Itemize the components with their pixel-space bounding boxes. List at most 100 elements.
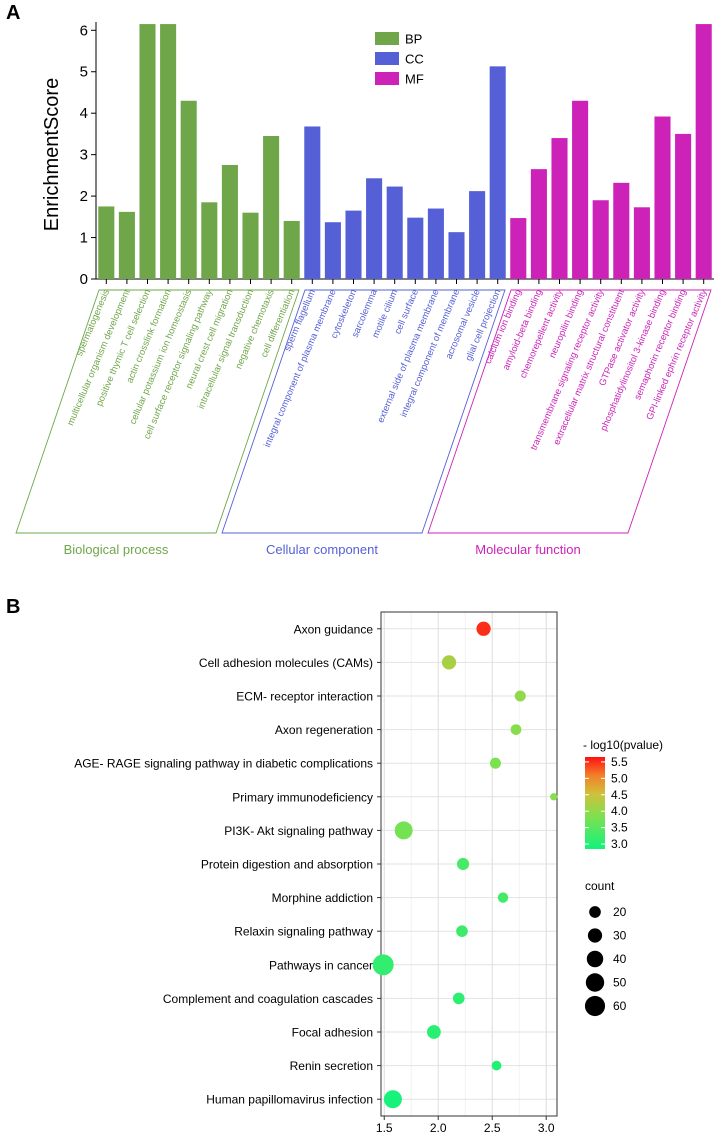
bubble — [491, 1060, 502, 1071]
y-tick-label: PI3K- Akt signaling pathway — [224, 824, 373, 838]
colorbar — [585, 757, 605, 849]
bar — [407, 217, 424, 279]
bar — [98, 206, 115, 279]
colorbar-tick-label: 3.0 — [611, 837, 628, 851]
group-bracket — [15, 289, 300, 534]
legend-label: BP — [405, 32, 422, 47]
y-tick-label: Renin secretion — [290, 1059, 373, 1073]
bar — [654, 116, 671, 279]
bubble — [497, 892, 509, 903]
y-tick-label: Complement and coagulation cascades — [163, 992, 373, 1006]
bar — [263, 135, 280, 279]
legend-label: MF — [405, 72, 424, 87]
size-legend-label: 30 — [613, 929, 627, 943]
y-tick-label: Morphine addiction — [272, 891, 373, 905]
y-tick-label: ECM- receptor interaction — [236, 690, 373, 704]
y-axis-title: EnrichmentScore — [41, 78, 63, 231]
bar — [427, 208, 444, 279]
y-tick-label: Focal adhesion — [292, 1026, 373, 1040]
bar — [242, 212, 259, 279]
group-label: Cellular component — [266, 542, 378, 557]
bar — [324, 222, 341, 279]
bar — [118, 211, 135, 279]
panel-a-label: A — [6, 2, 20, 24]
bar — [180, 100, 197, 280]
bar — [139, 24, 156, 279]
y-tick-label: Cell adhesion molecules (CAMs) — [199, 656, 373, 670]
bubble — [441, 655, 457, 670]
size-legend-label: 40 — [613, 952, 627, 966]
bar — [221, 165, 238, 279]
bar — [633, 207, 650, 279]
bar — [572, 100, 589, 280]
color-legend-title: - log10(pvalue) — [583, 738, 663, 752]
y-tick-label: Relaxin signaling pathway — [234, 925, 373, 939]
bar — [551, 138, 568, 279]
size-legend-dot — [587, 928, 603, 943]
bar — [160, 24, 177, 279]
colorbar-tick-label: 5.0 — [611, 771, 628, 785]
bar-chart: 0123456EnrichmentScorespermatogenesismul… — [15, 22, 714, 557]
size-legend-dot — [585, 973, 605, 992]
size-legend-dot — [589, 906, 601, 918]
y-tick-label: 0 — [80, 271, 88, 288]
bubble — [394, 821, 413, 840]
bar — [283, 220, 300, 279]
y-tick-label: Primary immunodeficiency — [232, 790, 373, 804]
legend-label: CC — [405, 52, 424, 67]
bar — [345, 210, 362, 279]
bubble — [427, 1025, 441, 1039]
panel-b-label: B — [6, 596, 20, 618]
size-legend-dot — [586, 950, 604, 968]
size-legend-label: 50 — [613, 976, 627, 990]
y-tick-label: 2 — [80, 188, 88, 205]
bar — [201, 202, 218, 279]
x-tick-label: 1.5 — [376, 1121, 393, 1133]
y-tick-label: Axon regeneration — [275, 723, 373, 737]
y-tick-label: 3 — [80, 147, 88, 164]
y-tick-label: 5 — [80, 64, 88, 81]
bubble — [510, 724, 522, 735]
x-tick-label: 2.0 — [430, 1121, 447, 1133]
y-tick-label: AGE- RAGE signaling pathway in diabetic … — [74, 757, 373, 771]
size-legend-dot — [584, 995, 606, 1017]
colorbar-tick-label: 3.5 — [611, 821, 628, 835]
size-legend-label: 20 — [613, 905, 627, 919]
bar — [469, 191, 486, 279]
bubble — [372, 954, 394, 976]
bar — [613, 182, 630, 279]
y-tick-label: Protein digestion and absorption — [201, 858, 373, 872]
bubble — [452, 992, 465, 1005]
colorbar-tick-label: 4.0 — [611, 804, 628, 818]
bubble — [383, 1090, 402, 1109]
bar — [675, 133, 692, 279]
bar — [489, 66, 506, 279]
group-bracket — [221, 289, 506, 534]
bubble — [489, 757, 501, 769]
bar — [530, 169, 547, 279]
legend-swatch — [375, 32, 399, 45]
bar — [592, 200, 609, 279]
y-tick-label: 1 — [80, 230, 88, 247]
x-tick-label: 2.5 — [484, 1121, 501, 1133]
y-tick-label: Pathways in cancer — [269, 958, 373, 972]
bar — [695, 24, 712, 279]
bar — [304, 126, 321, 279]
bubble — [476, 621, 491, 636]
y-tick-label: 6 — [80, 22, 88, 39]
legend-swatch — [375, 52, 399, 65]
bar — [366, 178, 383, 279]
bar — [386, 186, 403, 279]
bubble — [456, 857, 470, 871]
group-label: Molecular function — [475, 542, 581, 557]
size-legend-title: count — [585, 879, 615, 893]
legend-swatch — [375, 72, 399, 85]
bar — [448, 232, 465, 279]
y-tick-label: 4 — [80, 105, 88, 122]
x-tick-label: 3.0 — [538, 1121, 555, 1133]
bar — [510, 218, 527, 279]
group-bracket — [427, 289, 712, 534]
size-legend-label: 60 — [613, 999, 627, 1013]
